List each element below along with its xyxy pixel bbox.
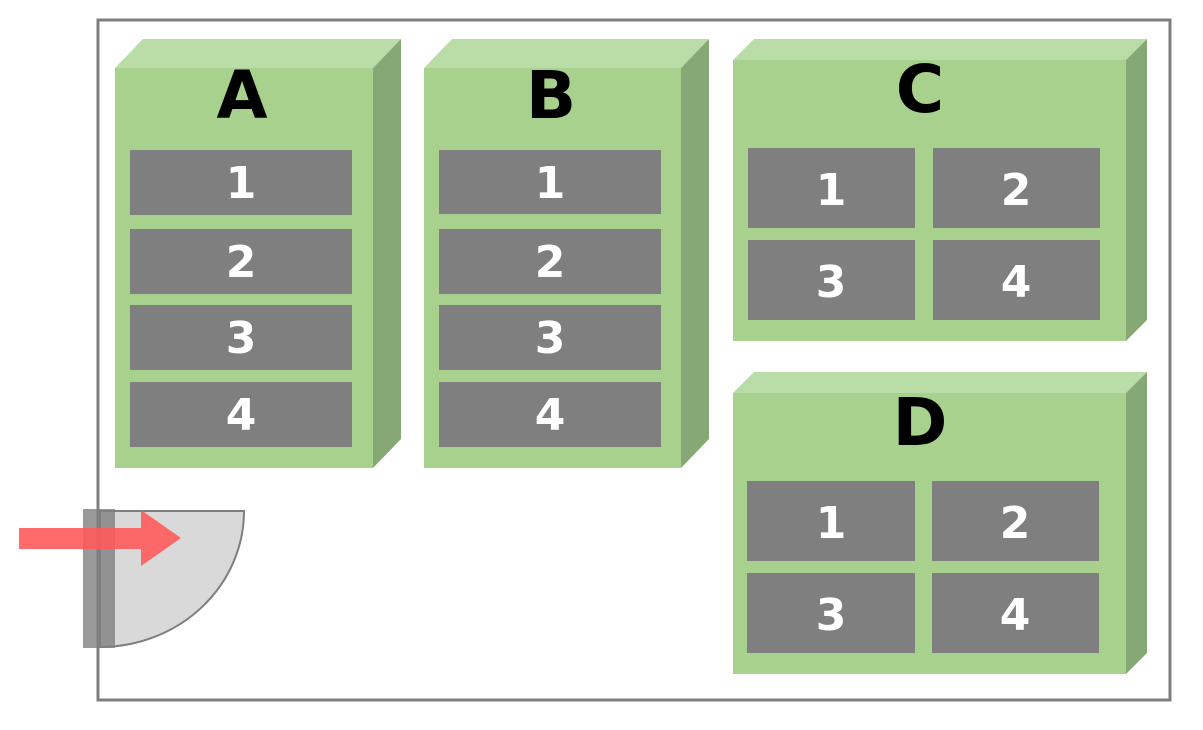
unit-d-side — [1126, 372, 1147, 674]
unit-b-slot-4-label: 4 — [535, 390, 566, 441]
unit-a-slot-4 — [130, 382, 352, 447]
unit-c-slot-4 — [933, 240, 1100, 320]
unit-d-slot-2-label: 2 — [1000, 498, 1031, 549]
unit-b-slot-1 — [439, 150, 661, 214]
unit-c-slot-3 — [748, 240, 915, 320]
unit-a-slot-3 — [130, 305, 352, 370]
unit-c-label: C — [896, 51, 944, 128]
unit-d-slot-4 — [932, 573, 1099, 653]
unit-b-slot-2-label: 2 — [535, 237, 566, 288]
unit-a-slot-1-label: 1 — [226, 158, 257, 209]
unit-a-slot-3-label: 3 — [226, 313, 257, 364]
unit-d-slot-1 — [747, 481, 915, 561]
unit-b-slot-3 — [439, 305, 661, 370]
unit-d-slot-1-label: 1 — [816, 498, 847, 549]
unit-c-slot-4-label: 4 — [1001, 257, 1032, 308]
unit-b-slot-2 — [439, 229, 661, 294]
unit-d-slot-3 — [747, 573, 915, 653]
unit-c-slot-1-label: 1 — [816, 165, 847, 216]
unit-c-slot-2 — [933, 148, 1100, 228]
unit-a-slot-4-label: 4 — [226, 390, 257, 441]
unit-c-side — [1126, 39, 1147, 341]
unit-c-slot-3-label: 3 — [816, 257, 847, 308]
unit-b-slot-1-label: 1 — [535, 158, 566, 209]
unit-b-slot-3-label: 3 — [535, 313, 566, 364]
unit-a-top — [115, 39, 401, 68]
storage-unit-a: A 1 2 3 4 — [115, 39, 401, 468]
unit-a-slot-2-label: 2 — [226, 237, 257, 288]
unit-d-slot-2 — [932, 481, 1099, 561]
entry-arrow-icon — [19, 510, 181, 566]
unit-a-slot-2 — [130, 229, 352, 294]
unit-d-slot-4-label: 4 — [1000, 590, 1031, 641]
unit-c-top — [733, 39, 1147, 60]
storage-unit-c: C 1 2 3 4 — [733, 39, 1147, 341]
unit-a-slot-1 — [130, 150, 352, 215]
unit-b-side — [681, 39, 709, 468]
unit-a-side — [373, 39, 401, 468]
unit-b-label: B — [526, 57, 576, 134]
unit-d-slot-3-label: 3 — [816, 590, 847, 641]
unit-d-label: D — [893, 384, 948, 461]
unit-c-slot-2-label: 2 — [1001, 165, 1032, 216]
unit-c-slot-1 — [748, 148, 915, 228]
unit-b-slot-4 — [439, 382, 661, 447]
storage-unit-b: B 1 2 3 4 — [424, 39, 709, 468]
unit-b-top — [424, 39, 709, 68]
storage-unit-d: D 1 2 3 4 — [733, 372, 1147, 674]
unit-d-top — [733, 372, 1147, 393]
entry-arrow-shape — [19, 510, 181, 566]
unit-a-label: A — [216, 57, 267, 134]
